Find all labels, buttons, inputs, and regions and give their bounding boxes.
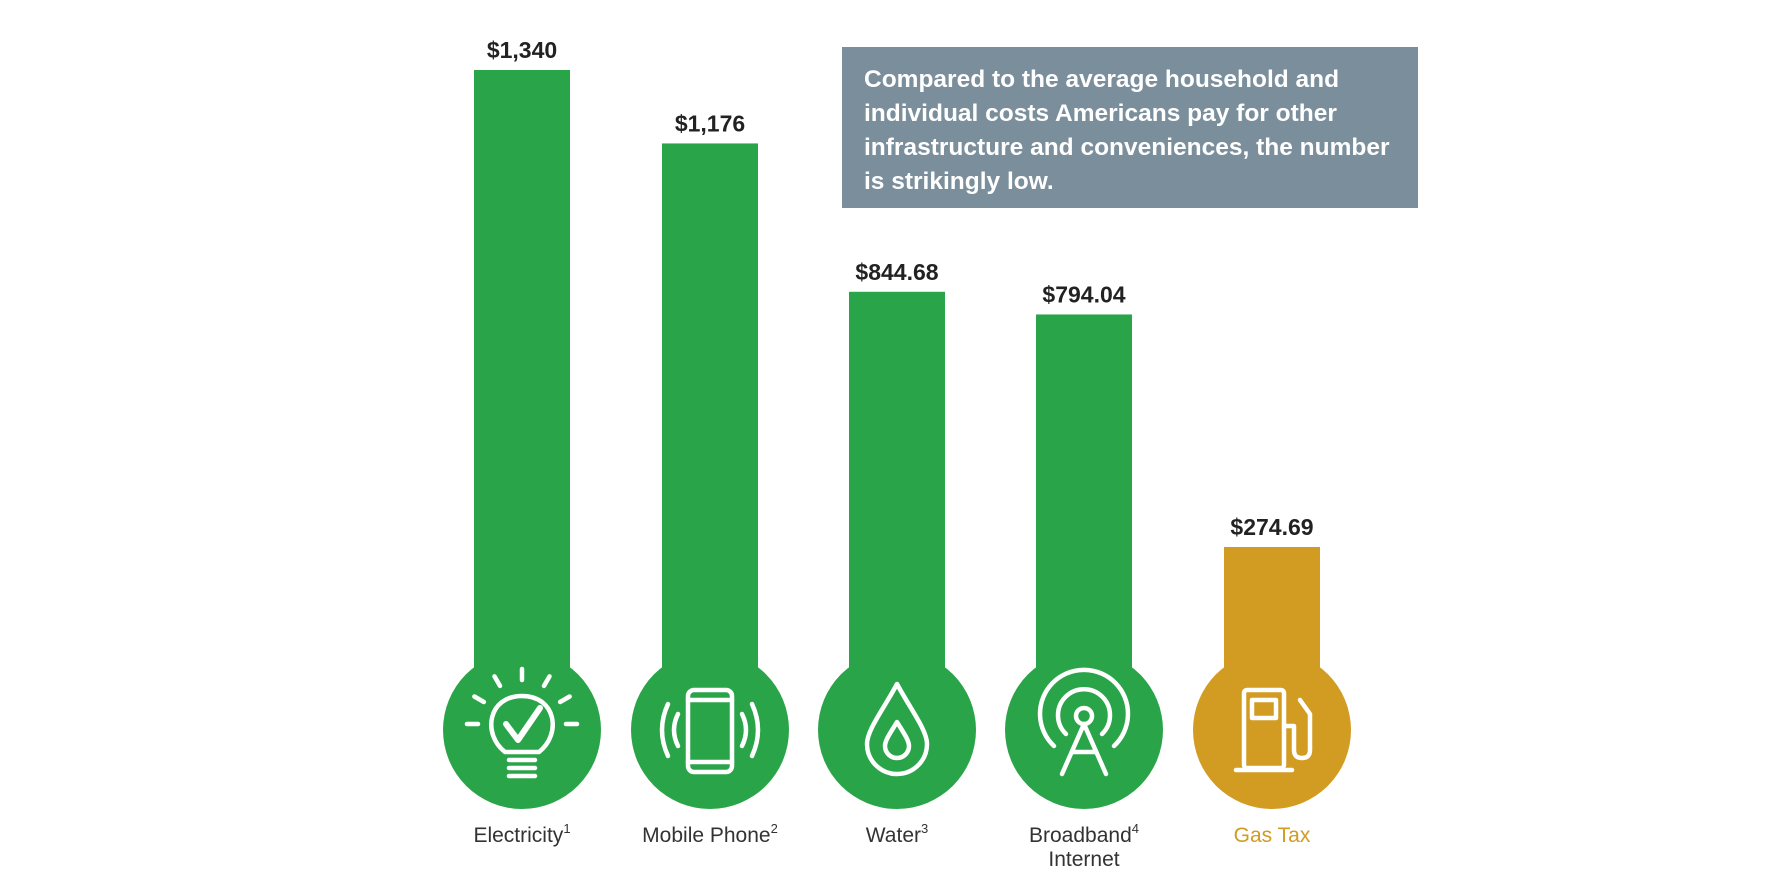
icon-circle (1193, 651, 1351, 809)
bar-group: $844.68 Water3 (818, 259, 976, 847)
mobile-phone-icon (659, 687, 761, 775)
icon-circle (1005, 651, 1163, 809)
category-label: Electricity1 (473, 821, 570, 847)
callout-box: Compared to the average household and in… (842, 47, 1418, 208)
callout-text: Compared to the average household and in… (864, 66, 1390, 195)
footnote-marker: 2 (771, 821, 778, 836)
value-label: $274.69 (1230, 514, 1313, 540)
bar-group: $1,176 Mobile Phone2 (631, 110, 789, 847)
value-label: $1,176 (675, 110, 745, 136)
value-label: $1,340 (487, 37, 557, 63)
gas-pump-icon (1233, 687, 1313, 773)
bar-group: $274.69 Gas Tax (1193, 514, 1351, 847)
bar (474, 70, 570, 670)
value-label: $844.68 (855, 259, 938, 285)
water-drop-icon (864, 681, 930, 777)
icon-circle (631, 651, 789, 809)
lightbulb-check-icon (464, 666, 580, 779)
category-label: Mobile Phone2 (642, 821, 778, 847)
bar (662, 143, 758, 670)
value-label: $794.04 (1042, 281, 1125, 307)
footnote-marker: 4 (1132, 821, 1139, 836)
bar (849, 291, 945, 670)
category-label: Internet (1048, 848, 1119, 871)
category-label: Water3 (866, 821, 928, 847)
icon-circle (818, 651, 976, 809)
bar (1036, 314, 1132, 670)
bar (1224, 547, 1320, 670)
bar-group: $1,340 Electricity1 (443, 37, 601, 847)
category-label: Gas Tax (1234, 824, 1311, 847)
broadband-antenna-icon (1037, 667, 1131, 777)
footnote-marker: 3 (921, 821, 928, 836)
category-label: Broadband4 (1029, 821, 1139, 847)
footnote-marker: 1 (563, 821, 570, 836)
